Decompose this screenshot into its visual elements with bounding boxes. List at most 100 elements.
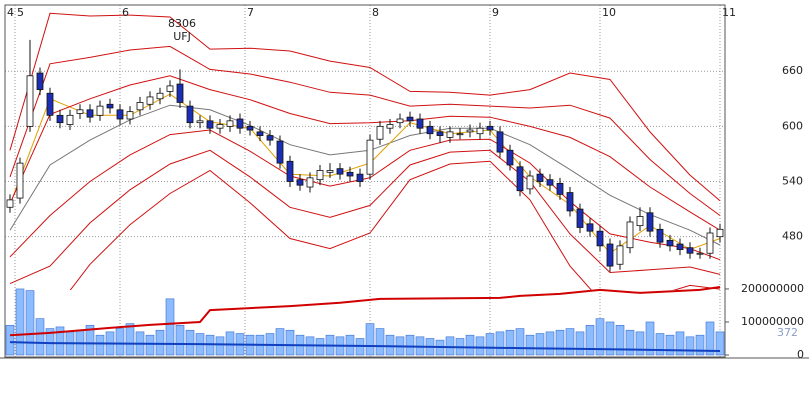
candle-body [86,109,94,118]
candle-body [216,124,224,129]
volume-bar [535,333,545,356]
candle-body [416,118,424,129]
x-tick-label: 6 [122,6,129,19]
candle-body [656,228,664,243]
x-tick-label: 9 [492,6,499,19]
volume-bar [675,331,685,356]
candle-body [406,116,414,122]
candle-body [576,208,584,228]
candle-body [436,131,444,136]
candle-body [546,179,554,186]
y-tick-label: 0 [797,348,804,361]
volume-bar [645,321,655,356]
volume-bar [545,331,555,356]
volume-bar [555,329,565,356]
volume-bar [115,328,125,356]
candle-body [626,221,634,249]
candle-body [506,149,514,166]
candle-body [226,120,234,127]
candle-body [316,170,324,181]
candle-body [646,212,654,232]
chart-title: 8306 [168,17,196,30]
candle-body [66,114,74,125]
indicator-line [9,149,721,285]
candle-body [516,166,524,192]
candle-body [196,120,204,124]
volume-bar [275,328,285,356]
volume-bar [185,329,195,356]
volume-bar [125,323,135,356]
candle-body [126,111,134,120]
candle-body [606,243,614,267]
candle-body [326,170,334,173]
candle-body [116,109,124,120]
indicator-line [69,160,721,290]
y-tick-label: 600 [782,119,803,132]
candle-body [266,135,274,141]
volume-bar [695,334,705,356]
candle-body [456,133,464,136]
x-tick-label: 8 [372,6,379,19]
candle-body [236,118,244,129]
x-tick-label: 7 [247,6,254,19]
candle-body [276,140,284,164]
candle-body [386,124,394,129]
candle-body [56,114,64,124]
candle-body [306,177,314,188]
volume-bar [445,336,455,356]
candle-body [716,228,724,238]
indicator-line [9,45,721,216]
volume-bar [145,334,155,356]
candle-body [76,109,84,114]
candle-body [16,162,24,199]
candle-body [666,239,674,247]
candle-body [486,125,494,131]
volume-bar [95,334,105,356]
volume-bar [705,321,715,356]
candle-body [536,173,544,182]
volume-bar [315,338,325,356]
volume-bar [55,326,65,356]
candle-body [596,230,604,247]
candle-body [686,247,694,254]
volume-panel [5,286,725,356]
grid [4,5,729,357]
volume-bar [495,331,505,356]
candle-body [396,118,404,124]
volume-bar [405,334,415,356]
volume-bar [285,329,295,356]
y-tick-label: 660 [782,64,803,77]
candle-body [426,125,434,135]
indicator-line [9,12,721,202]
candle-body [256,131,264,136]
candle-body [336,168,344,175]
volume-bar [375,328,385,356]
volume-bar [505,329,515,356]
volume-bar [565,328,575,356]
candle-body [296,179,304,186]
candle-body [176,83,184,103]
candle-body [156,92,164,100]
candle-body [526,175,534,190]
candle-body [376,125,384,140]
indicator-line [9,75,721,231]
volume-bar [635,331,645,356]
volume-bar [685,336,695,356]
volume-bar [25,290,35,356]
volume-bar [595,318,605,356]
volume-bar [585,324,595,356]
y-tick-label: 200000000 [741,282,804,295]
volume-bar [365,323,375,356]
indicator-line [9,341,721,352]
x-tick-label: 4 [7,6,14,19]
candle-body [696,252,704,255]
x-tick-label: 11 [722,6,736,19]
price-panel [6,12,724,290]
candle-body [466,129,474,133]
volume-bar [165,298,175,356]
indicator-line [9,286,721,337]
volume-bar [155,329,165,356]
volume-bar [665,334,675,356]
